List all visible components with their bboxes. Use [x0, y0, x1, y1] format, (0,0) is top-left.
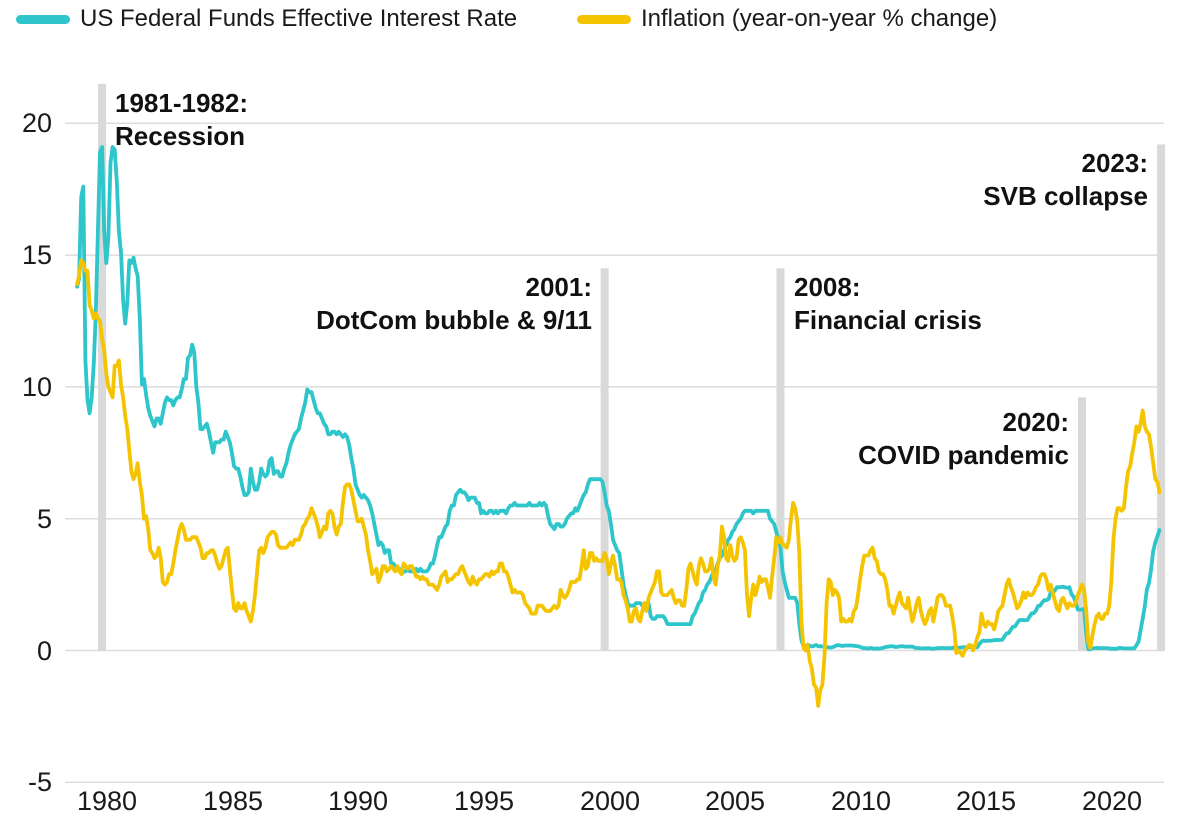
x-axis-label-1990: 1990 [328, 786, 389, 816]
series-line-inflation [75, 258, 1162, 708]
y-axis-label-0: 0 [36, 636, 52, 666]
legend-label-inflation: Inflation (year-on-year % change) [641, 5, 998, 32]
annotation-2008-financial-crisis: 2008: Financial crisis [794, 271, 982, 337]
event-bar-2008-financial-crisis [776, 268, 785, 651]
annotation-line: 2023: [1081, 148, 1149, 178]
x-axis-label-1980: 1980 [77, 786, 138, 816]
event-bar-2001-dotcom-911 [600, 268, 609, 651]
annotation-line: DotCom bubble & 9/11 [316, 305, 592, 335]
y-axis-label--5: -5 [27, 767, 52, 797]
event-bar-1981-recession [98, 83, 107, 651]
annotation-line: 1981-1982: [115, 88, 248, 118]
annotation-line: SVB collapse [983, 181, 1148, 211]
legend-swatch-inflation-icon [577, 14, 631, 24]
legend-item-inflation: Inflation (year-on-year % change) [577, 5, 997, 33]
x-axis-label-2005: 2005 [705, 786, 766, 816]
legend-swatch-rate-icon [16, 14, 70, 24]
event-bar-2020-covid-pandemic [1078, 397, 1086, 651]
annotation-line: Financial crisis [794, 305, 982, 335]
legend-label-rate: US Federal Funds Effective Interest Rate [80, 5, 518, 32]
annotation-line: COVID pandemic [858, 440, 1069, 470]
annotation-2020-covid-pandemic: 2020: COVID pandemic [858, 406, 1069, 472]
y-axis-label-20: 20 [21, 108, 52, 138]
legend-item-rate: US Federal Funds Effective Interest Rate [16, 5, 517, 33]
annotation-1981-recession: 1981-1982: Recession [115, 87, 248, 153]
series-line-rate [75, 145, 1162, 652]
annotation-line: 2001: [525, 272, 593, 302]
x-axis-label-2010: 2010 [831, 786, 892, 816]
event-bar-2023-svb-collapse [1157, 144, 1166, 651]
y-axis-label-10: 10 [21, 372, 52, 402]
x-axis-label-2020: 2020 [1082, 786, 1143, 816]
annotation-line: 2008: [794, 272, 861, 302]
annotation-line: 2020: [1002, 407, 1070, 437]
y-axis-label-15: 15 [21, 240, 52, 270]
x-axis-label-1995: 1995 [454, 786, 515, 816]
annotation-line: Recession [115, 121, 246, 151]
x-axis-label-2015: 2015 [956, 786, 1017, 816]
annotation-2023-svb-collapse: 2023: SVB collapse [983, 147, 1148, 213]
x-axis-label-2000: 2000 [580, 786, 641, 816]
annotation-2001-dotcom-911: 2001: DotCom bubble & 9/11 [316, 271, 592, 337]
x-axis-label-1985: 1985 [203, 786, 264, 816]
y-axis-label-5: 5 [36, 504, 52, 534]
